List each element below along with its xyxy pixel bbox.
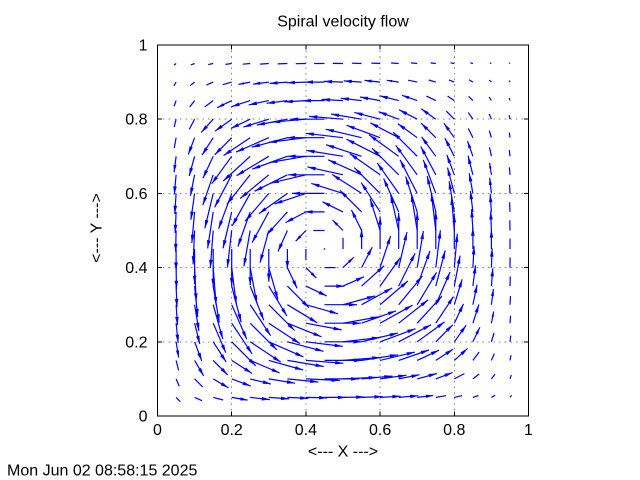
svg-text:0: 0 — [153, 422, 162, 439]
svg-text:0: 0 — [139, 409, 148, 426]
svg-text:<--- X --->: <--- X ---> — [308, 444, 378, 461]
svg-text:0.6: 0.6 — [125, 186, 147, 203]
svg-text:0.8: 0.8 — [125, 112, 147, 129]
svg-text:<--- Y --->: <--- Y ---> — [89, 193, 106, 263]
svg-text:Mon Jun 02 08:58:15 2025: Mon Jun 02 08:58:15 2025 — [7, 463, 197, 480]
svg-text:Spiral velocity flow: Spiral velocity flow — [277, 14, 409, 31]
svg-text:1: 1 — [139, 38, 148, 55]
svg-text:0.2: 0.2 — [221, 422, 243, 439]
svg-text:1: 1 — [524, 422, 533, 439]
svg-text:0.4: 0.4 — [295, 422, 317, 439]
svg-text:0.8: 0.8 — [443, 422, 465, 439]
svg-text:0.2: 0.2 — [125, 334, 147, 351]
svg-text:0.6: 0.6 — [369, 422, 391, 439]
svg-text:0.4: 0.4 — [125, 260, 147, 277]
